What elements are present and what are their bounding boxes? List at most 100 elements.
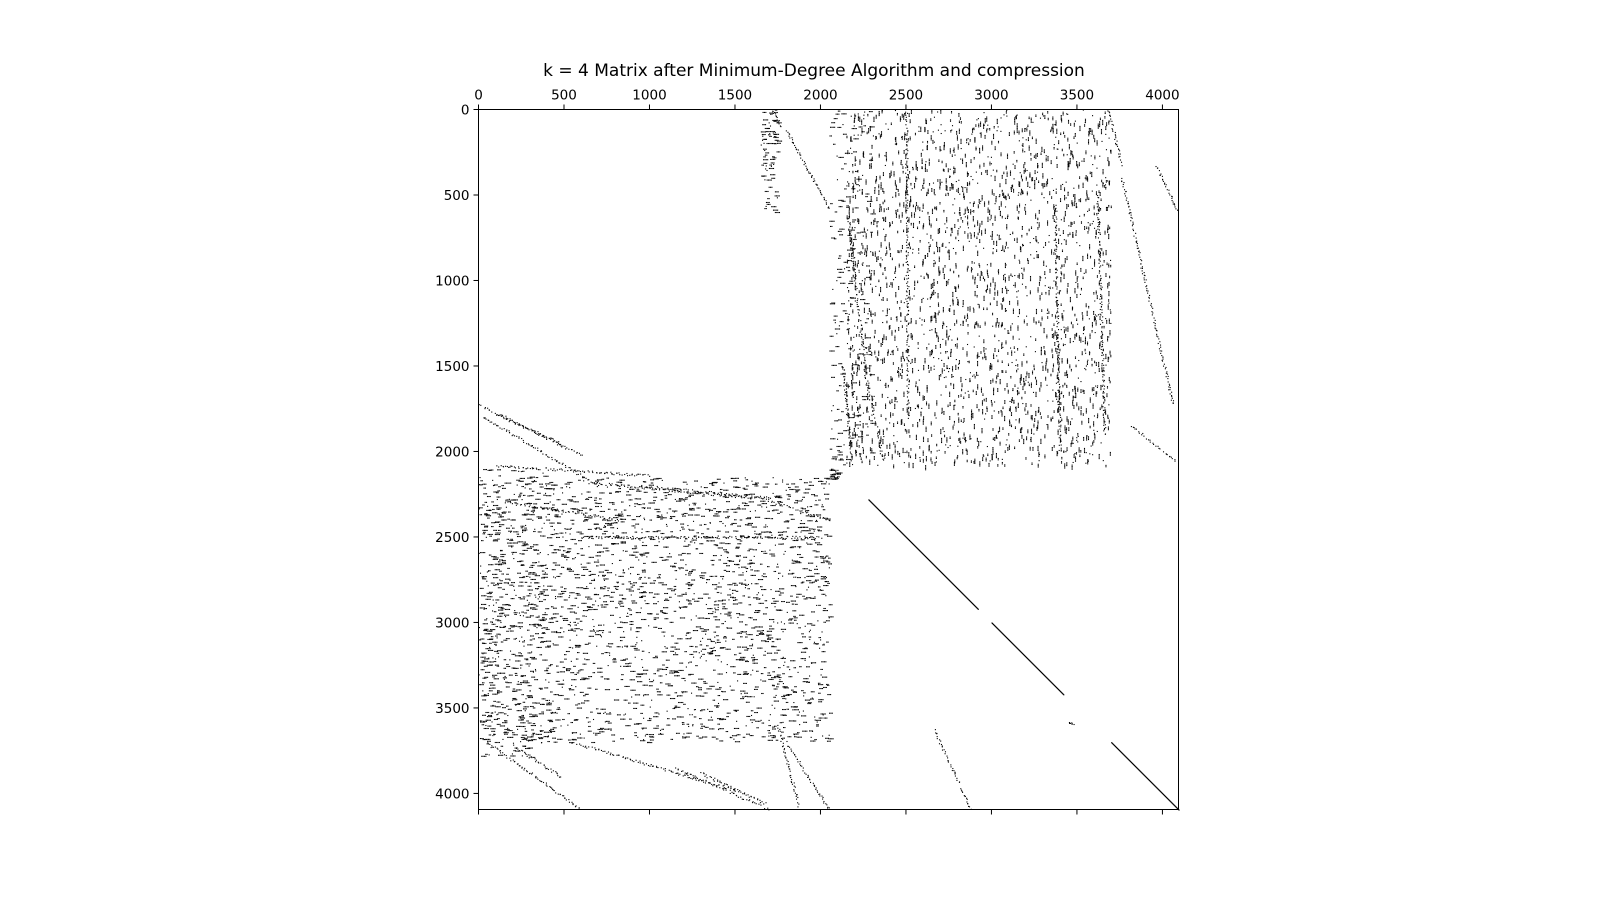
band-nonzero [600, 749, 603, 751]
band-nonzero [1098, 218, 1100, 220]
scattered-nonzero [905, 187, 908, 189]
band-nonzero [1114, 134, 1116, 136]
band-nonzero [849, 222, 851, 224]
scattered-nonzero [1091, 331, 1093, 333]
scattered-nonzero [1012, 337, 1014, 339]
band-nonzero [547, 508, 549, 511]
scattered-nonzero [1051, 335, 1053, 337]
scattered-nonzero [854, 288, 856, 290]
scattered-nonzero [993, 356, 995, 358]
band-nonzero [690, 492, 692, 494]
band-nonzero [906, 133, 908, 135]
band-nonzero [789, 137, 791, 139]
scattered-nonzero [1105, 128, 1107, 131]
scattered-nonzero [1073, 221, 1075, 223]
band-nonzero [649, 487, 651, 489]
scattered-nonzero [963, 194, 965, 196]
scattered-nonzero [937, 249, 939, 251]
band-nonzero [1058, 354, 1060, 356]
band-nonzero [647, 764, 650, 767]
scattered-nonzero [958, 360, 961, 362]
band-nonzero [716, 537, 718, 539]
scattered-nonzero [1110, 356, 1112, 358]
scattered-nonzero [1037, 217, 1039, 219]
scattered-nonzero [986, 272, 988, 274]
band-nonzero [554, 440, 556, 442]
scattered-nonzero [992, 325, 994, 327]
scattered-nonzero [923, 320, 925, 322]
band-nonzero [1058, 406, 1060, 408]
scattered-nonzero [1005, 444, 1007, 446]
scattered-nonzero [965, 378, 967, 381]
band-nonzero [907, 288, 909, 290]
band-nonzero [485, 418, 487, 420]
scattered-nonzero [1073, 187, 1075, 189]
band-nonzero [1098, 231, 1100, 234]
band-nonzero [1055, 216, 1057, 218]
scattered-nonzero [890, 412, 892, 414]
scattered-nonzero [1004, 265, 1006, 267]
band-nonzero [847, 422, 849, 424]
scattered-nonzero [1102, 184, 1104, 186]
scattered-nonzero [930, 319, 932, 322]
band-nonzero [506, 757, 508, 759]
band-nonzero [907, 410, 909, 412]
band-nonzero [1149, 294, 1151, 297]
band-nonzero [540, 506, 542, 509]
band-nonzero [818, 536, 820, 538]
scattered-nonzero [1066, 384, 1068, 386]
band-nonzero [695, 776, 697, 778]
scattered-nonzero [1052, 129, 1054, 131]
scattered-nonzero [933, 289, 935, 291]
scattered-nonzero [1104, 410, 1107, 412]
scattered-nonzero [1076, 276, 1078, 278]
scattered-nonzero [865, 236, 867, 238]
scattered-nonzero [1073, 203, 1075, 205]
band-nonzero [611, 537, 613, 539]
scattered-nonzero [1053, 280, 1055, 282]
scattered-nonzero [991, 233, 993, 235]
scattered-nonzero [854, 115, 856, 117]
scattered-nonzero [862, 427, 864, 429]
band-nonzero [907, 130, 909, 132]
band-nonzero [687, 774, 689, 777]
band-nonzero [595, 749, 597, 751]
scattered-nonzero [916, 166, 918, 169]
scattered-nonzero [1104, 232, 1106, 234]
band-nonzero [967, 805, 970, 807]
scattered-nonzero [979, 325, 981, 327]
scattered-nonzero [984, 136, 986, 138]
band-nonzero [1097, 217, 1099, 219]
scattered-nonzero [928, 220, 931, 222]
band-nonzero [724, 787, 726, 790]
scattered-nonzero [1002, 406, 1004, 408]
scattered-nonzero [993, 410, 995, 412]
scattered-nonzero [974, 377, 976, 379]
scattered-nonzero [1017, 402, 1019, 404]
band-nonzero [699, 778, 701, 781]
scattered-nonzero [943, 169, 945, 171]
scattered-nonzero [1076, 279, 1078, 281]
scattered-nonzero [995, 322, 997, 324]
band-nonzero [564, 797, 566, 799]
scattered-nonzero [862, 262, 864, 264]
scattered-nonzero [1037, 228, 1039, 230]
band-nonzero [848, 437, 850, 439]
scattered-nonzero [1082, 316, 1084, 318]
scattered-nonzero [1070, 154, 1072, 156]
band-nonzero [772, 111, 774, 113]
scattered-nonzero [1110, 322, 1112, 324]
scattered-nonzero [1038, 411, 1040, 413]
scattered-nonzero [1047, 155, 1049, 158]
scattered-nonzero [915, 204, 918, 207]
band-nonzero [905, 124, 907, 126]
band-nonzero [784, 755, 786, 757]
scattered-nonzero [1017, 304, 1019, 306]
scattered-nonzero [1077, 435, 1079, 437]
band-nonzero [491, 421, 493, 423]
band-nonzero [809, 781, 812, 783]
scattered-nonzero [994, 286, 996, 288]
band-nonzero [1101, 364, 1103, 366]
band-nonzero [908, 383, 910, 386]
band-nonzero [689, 773, 691, 775]
